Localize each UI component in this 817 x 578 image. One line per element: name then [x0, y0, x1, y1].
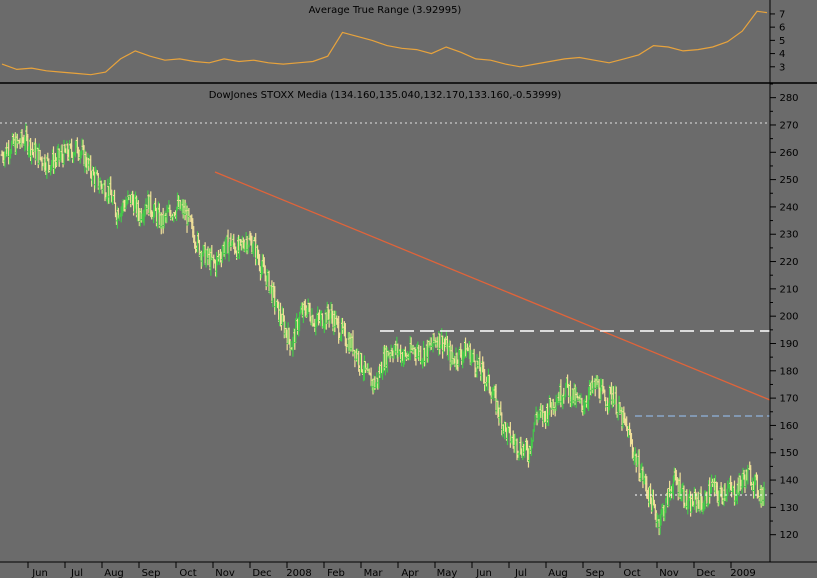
atr-tick-label: 7: [779, 9, 785, 20]
month-label: Dec: [696, 568, 715, 578]
price-tick-label: 150: [779, 448, 798, 459]
downtrend-line: [214, 171, 771, 401]
price-title: DowJones STOXX Media (134.160,135.040,13…: [209, 90, 562, 101]
atr-tick-label: 4: [779, 49, 785, 60]
price-tick-label: 230: [779, 230, 798, 241]
month-label: Aug: [104, 568, 124, 578]
price-tick-label: 130: [779, 503, 798, 514]
price-panel: DowJones STOXX Media (134.160,135.040,13…: [0, 83, 799, 578]
month-label: Jul: [70, 568, 83, 578]
price-tick-label: 190: [779, 339, 798, 350]
price-tick-label: 180: [779, 366, 798, 377]
price-tick-label: 140: [779, 476, 798, 487]
month-label: 2009: [730, 568, 755, 578]
month-label: Apr: [401, 568, 419, 578]
month-label: Mar: [364, 568, 384, 578]
month-label: Jun: [475, 568, 492, 578]
atr-series-line: [1, 10, 768, 76]
price-tick-label: 170: [779, 394, 798, 405]
month-label: 2008: [286, 568, 311, 578]
atr-title: Average True Range (3.92995): [309, 5, 462, 16]
month-label: Jun: [31, 568, 48, 578]
month-label: Feb: [327, 568, 345, 578]
month-label: Aug: [548, 568, 568, 578]
month-label: May: [437, 568, 458, 578]
price-tick-label: 260: [779, 148, 798, 159]
month-label: Oct: [623, 568, 640, 578]
month-label: Nov: [215, 568, 235, 578]
price-tick-label: 160: [779, 421, 798, 432]
atr-panel: Average True Range (3.92995) 3 4 5 6 7: [0, 0, 785, 82]
atr-tick-label: 5: [779, 36, 785, 47]
atr-tick-label: 6: [779, 23, 785, 34]
price-tick-label: 210: [779, 284, 798, 295]
price-tick-label: 250: [779, 175, 798, 186]
month-label: Nov: [659, 568, 679, 578]
month-label: Dec: [252, 568, 271, 578]
month-label: Sep: [586, 568, 605, 578]
price-tick-label: 200: [779, 312, 798, 323]
atr-tick-label: 3: [779, 62, 785, 73]
month-label: Oct: [179, 568, 196, 578]
price-tick-label: 220: [779, 257, 798, 268]
month-label: Jul: [514, 568, 527, 578]
price-tick-label: 270: [779, 120, 798, 131]
price-tick-label: 280: [779, 93, 798, 104]
price-tick-label: 240: [779, 202, 798, 213]
price-tick-label: 120: [779, 530, 798, 541]
month-label: Sep: [142, 568, 161, 578]
